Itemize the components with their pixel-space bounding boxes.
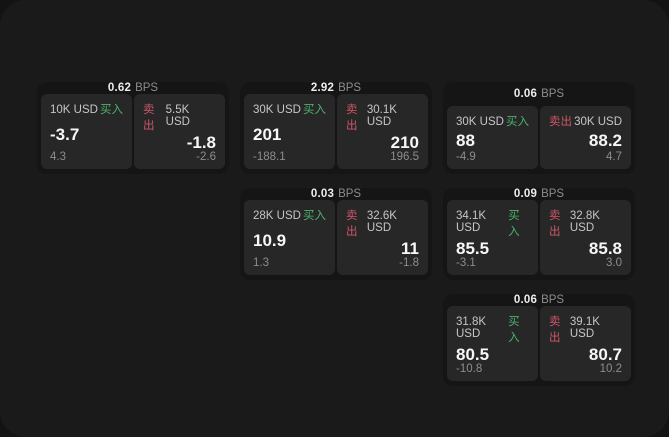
buy-side-label: 买入 [303, 210, 326, 222]
buy-panel[interactable]: 30K USD 买入 88 -4.9 [447, 106, 538, 169]
bps-unit: BPS [135, 82, 159, 94]
sell-panel[interactable]: 卖出 32.6K USD 11 -1.8 [337, 200, 428, 275]
buy-price: 85.5 [456, 239, 490, 258]
buy-change: -3.1 [456, 257, 476, 269]
bps-unit: BPS [541, 188, 565, 200]
sell-panel[interactable]: 卖出 39.1K USD 80.7 10.2 [540, 306, 631, 381]
sell-notional: 32.8K USD [569, 210, 600, 234]
sell-panel[interactable]: 卖出 30K USD 88.2 4.7 [540, 106, 631, 169]
buy-change: 4.3 [50, 151, 66, 163]
buy-price: -3.7 [50, 125, 80, 144]
sell-price: 11 [401, 239, 419, 258]
buy-panel[interactable]: 30K USD 买入 201 -188.1 [244, 94, 335, 169]
sell-side-label: 卖出 [346, 210, 358, 238]
buy-notional: 30K USD [456, 116, 504, 128]
bps-value: 2.92 [310, 82, 335, 94]
buy-panel[interactable]: 28K USD 买入 10.9 1.3 [244, 200, 335, 275]
quote-card: 0.03 BPS 28K USD 买入 10.9 1.3 卖出 32.6K US… [240, 188, 432, 280]
bps-unit: BPS [541, 294, 565, 306]
sell-side-label: 卖出 [549, 116, 572, 128]
buy-side-label: 买入 [508, 210, 520, 238]
buy-change: 1.3 [253, 257, 269, 269]
bps-header: 0.09 BPS [447, 188, 631, 200]
sell-side-label: 卖出 [143, 104, 155, 132]
buy-price: 10.9 [253, 231, 287, 250]
buy-price: 88 [456, 131, 475, 150]
quote-card: 0.09 BPS 34.1K USD 买入 85.5 -3.1 卖出 32.8K… [443, 188, 635, 280]
bps-header: 0.62 BPS [41, 82, 225, 94]
sell-price: -1.8 [186, 133, 216, 152]
quote-card: 2.92 BPS 30K USD 买入 201 -188.1 卖出 30.1K … [240, 82, 432, 174]
sell-side-label: 卖出 [346, 104, 358, 132]
sell-change: 10.2 [599, 363, 622, 375]
bps-unit: BPS [338, 188, 362, 200]
sell-notional: 32.6K USD [366, 210, 397, 234]
sell-change: 3.0 [606, 257, 622, 269]
buy-price: 201 [253, 125, 282, 144]
buy-side-label: 买入 [303, 104, 326, 116]
buy-notional: 30K USD [253, 104, 301, 116]
sell-change: 4.7 [606, 151, 622, 163]
bps-value: 0.09 [513, 188, 538, 200]
bps-header: 0.06 BPS [447, 82, 631, 106]
sell-change: -2.6 [196, 151, 216, 163]
quote-card: 0.62 BPS 10K USD 买入 -3.7 4.3 卖出 5.5K USD [37, 82, 229, 174]
sell-panel[interactable]: 卖出 30.1K USD 210 196.5 [337, 94, 428, 169]
buy-change: -188.1 [253, 151, 286, 163]
buy-change: -4.9 [456, 151, 476, 163]
sell-notional: 39.1K USD [569, 316, 600, 340]
buy-notional: 34.1K USD [456, 210, 487, 234]
sell-panel[interactable]: 卖出 5.5K USD -1.8 -2.6 [134, 94, 225, 169]
bps-header: 2.92 BPS [244, 82, 428, 94]
buy-change: -10.8 [456, 363, 483, 375]
bps-value: 0.03 [310, 188, 335, 200]
buy-notional: 31.8K USD [456, 316, 487, 340]
sell-notional: 30.1K USD [366, 104, 397, 128]
buy-notional: 10K USD [50, 104, 98, 116]
bps-header: 0.06 BPS [447, 294, 631, 306]
quote-card: 0.06 BPS 30K USD 买入 88 -4.9 卖出 30K USD [443, 82, 635, 174]
buy-panel[interactable]: 31.8K USD 买入 80.5 -10.8 [447, 306, 538, 381]
quote-card: 0.06 BPS 31.8K USD 买入 80.5 -10.8 卖出 39.1… [443, 294, 635, 386]
bps-header: 0.03 BPS [244, 188, 428, 200]
sell-price: 210 [390, 133, 419, 152]
sell-panel[interactable]: 卖出 32.8K USD 85.8 3.0 [540, 200, 631, 275]
buy-price: 80.5 [456, 345, 490, 364]
sell-change: 196.5 [390, 151, 419, 163]
sell-side-label: 卖出 [549, 210, 561, 238]
sell-price: 88.2 [588, 131, 622, 150]
bps-value: 0.06 [513, 88, 538, 100]
sell-price: 85.8 [588, 239, 622, 258]
bps-unit: BPS [541, 88, 565, 100]
sell-side-label: 卖出 [549, 316, 561, 344]
sell-notional: 5.5K USD [165, 104, 190, 128]
buy-side-label: 买入 [508, 316, 520, 344]
buy-panel[interactable]: 10K USD 买入 -3.7 4.3 [41, 94, 132, 169]
sell-price: 80.7 [588, 345, 622, 364]
bps-value: 0.06 [513, 294, 538, 306]
quote-card-grid: 0.62 BPS 10K USD 买入 -3.7 4.3 卖出 5.5K USD [37, 82, 635, 386]
bps-unit: BPS [338, 82, 362, 94]
bps-value: 0.62 [107, 82, 132, 94]
buy-notional: 28K USD [253, 210, 301, 222]
buy-side-label: 买入 [506, 116, 529, 128]
sell-change: -1.8 [399, 257, 419, 269]
buy-side-label: 买入 [100, 104, 123, 116]
sell-notional: 30K USD [574, 116, 622, 128]
buy-panel[interactable]: 34.1K USD 买入 85.5 -3.1 [447, 200, 538, 275]
